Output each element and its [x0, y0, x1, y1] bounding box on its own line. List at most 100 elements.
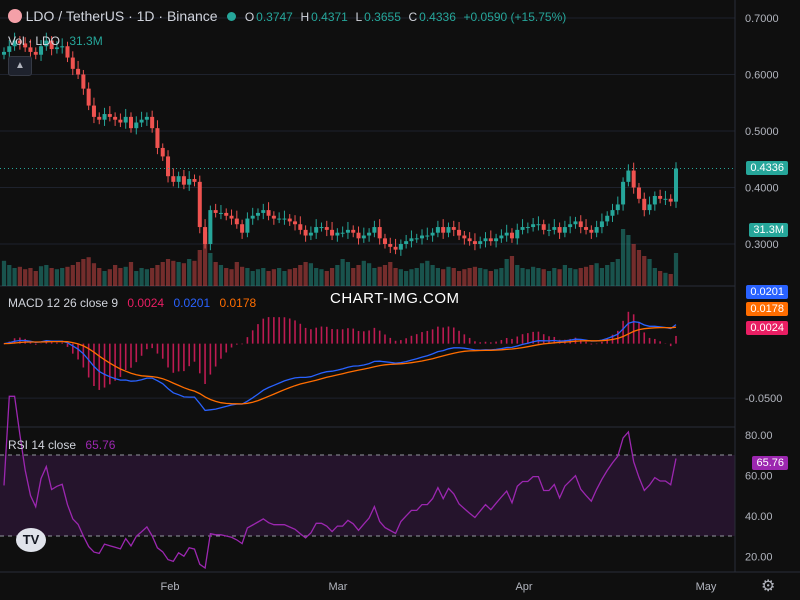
- candle: [446, 222, 451, 238]
- volume-bar: [250, 271, 255, 286]
- macd-hist-bar: [505, 337, 508, 344]
- volume-bar: [17, 266, 22, 286]
- macd-hist-bar: [675, 335, 677, 344]
- volume-bar: [509, 256, 515, 286]
- rsi-tick-label: 20.00: [745, 551, 773, 563]
- candle: [134, 116, 139, 135]
- candle: [647, 196, 652, 215]
- settings-gear-icon[interactable]: ⚙: [761, 578, 776, 595]
- volume-bar: [102, 271, 107, 286]
- macd-hist-bar: [82, 343, 85, 368]
- macd-hist-bar: [71, 343, 74, 354]
- macd-hist-bar: [484, 341, 487, 344]
- volume-bar: [515, 265, 520, 286]
- volume-bar: [340, 259, 345, 286]
- candle: [118, 113, 123, 128]
- candle: [261, 203, 266, 220]
- macd-hist-bar: [357, 330, 360, 344]
- macd-hist-bar: [225, 343, 228, 353]
- macd-hist-bar: [56, 342, 58, 344]
- macd-hist-bar: [161, 343, 164, 359]
- volume-bar: [287, 269, 292, 286]
- volume-bar: [107, 269, 112, 286]
- volume-bar: [493, 269, 499, 286]
- macd-hist-bar: [336, 329, 339, 344]
- candle: [107, 106, 112, 122]
- candle: [197, 175, 202, 234]
- macd-hist-bar: [495, 341, 497, 344]
- volume-bar: [181, 263, 187, 286]
- candle: [208, 205, 213, 251]
- macd-hist-bar: [177, 343, 180, 372]
- volume-bar: [213, 262, 218, 286]
- candle: [303, 225, 308, 242]
- candle: [60, 38, 65, 54]
- rsi-badge: 65.76: [752, 456, 788, 470]
- macd-hist-bar: [310, 329, 312, 344]
- macd-hist-bar: [304, 327, 307, 344]
- macd-hist-bar: [421, 332, 423, 344]
- macd-hist-bar: [405, 338, 407, 344]
- candle: [39, 40, 44, 61]
- macd-hist-bar: [468, 337, 471, 344]
- macd-hist-bar: [479, 342, 482, 344]
- volume-badge: 31.3M: [749, 223, 788, 237]
- macd-hist-bar: [146, 343, 148, 350]
- volume-bar: [139, 268, 144, 286]
- candle: [552, 219, 557, 235]
- candle: [65, 41, 70, 63]
- volume-bar: [229, 269, 234, 286]
- volume-bar: [377, 266, 382, 286]
- symbol-title: LDO / TetherUS · 1D · Binance: [25, 8, 218, 24]
- candle: [631, 162, 636, 194]
- candle: [271, 211, 276, 225]
- candle: [128, 112, 134, 133]
- candle: [658, 189, 663, 204]
- volume-bar: [245, 268, 250, 286]
- candle: [578, 215, 583, 234]
- open-label: O: [244, 10, 255, 24]
- macd-hist-bar: [447, 326, 450, 344]
- volume-bar: [91, 263, 97, 286]
- candle: [393, 238, 398, 255]
- candle: [351, 225, 356, 238]
- low-value: 0.3655: [364, 10, 401, 24]
- rsi-tick-label: 80.00: [745, 430, 773, 442]
- volume-bar: [599, 268, 605, 286]
- candle: [541, 219, 546, 235]
- candle: [335, 228, 340, 242]
- volume-bar: [541, 269, 546, 286]
- candle: [224, 208, 229, 221]
- candle: [621, 177, 626, 211]
- volume-bar: [361, 260, 366, 286]
- volume-bar: [160, 262, 165, 286]
- candle: [573, 216, 578, 229]
- macd-hist-bar: [98, 343, 101, 390]
- candles: [1, 32, 679, 256]
- volume-bar: [23, 269, 28, 286]
- collapse-button[interactable]: ▲: [8, 56, 32, 76]
- volume-bar: [113, 265, 118, 286]
- candle: [488, 230, 493, 246]
- high-label: H: [300, 10, 310, 24]
- macd-hist-bar: [627, 311, 630, 344]
- candle: [441, 219, 446, 239]
- macd-hist-bar: [431, 329, 434, 344]
- macd-hist-bar: [452, 327, 455, 344]
- volume-bar: [150, 268, 155, 286]
- volume-bar: [261, 268, 266, 286]
- macd-hist-bar: [209, 343, 212, 375]
- candle: [160, 143, 165, 161]
- macd-header: MACD 12 26 close 9 0.0024 0.0201 0.0178: [8, 296, 256, 310]
- volume-bar: [366, 263, 372, 286]
- volume-bar: [81, 259, 86, 286]
- candle: [525, 222, 530, 234]
- volume-bar: [578, 268, 583, 286]
- macd-hist-bar: [66, 343, 69, 347]
- macd-hist-bar: [516, 336, 519, 344]
- volume-bar: [546, 271, 552, 286]
- volume-bar: [663, 272, 668, 286]
- volume-bar: [86, 257, 91, 286]
- macd-hist-bar: [114, 343, 116, 381]
